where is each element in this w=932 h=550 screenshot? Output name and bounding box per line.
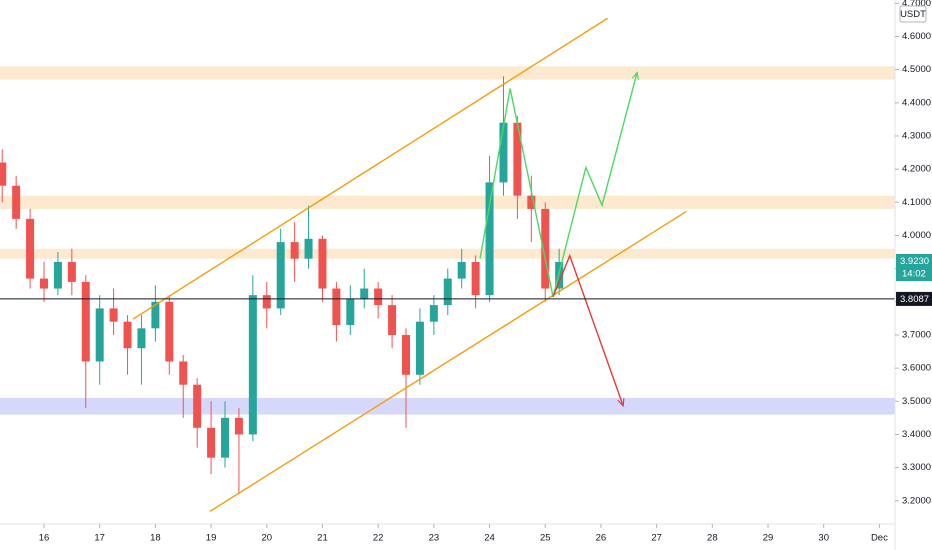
zone <box>0 248 895 259</box>
y-tick-label: 4.2000 <box>902 164 931 175</box>
axes: 3.2000 3.3000 3.4000 3.5000 3.6000 3.7000 3.80… <box>39 0 932 544</box>
candle-body <box>346 298 355 326</box>
candle-body <box>109 308 118 322</box>
zone <box>0 195 895 209</box>
y-tick-label: 4.1000 <box>902 197 931 208</box>
candle-body <box>318 238 327 289</box>
candle-body <box>123 321 132 349</box>
price-line-box <box>896 291 932 306</box>
y-tick-label: 3.6000 <box>902 363 931 374</box>
x-tick-label: 23 <box>429 533 440 544</box>
candle-body <box>290 242 299 259</box>
x-tick-label: 25 <box>540 533 551 544</box>
candle-body <box>415 321 424 375</box>
candle-body <box>234 417 243 435</box>
x-tick-label: 17 <box>94 533 105 544</box>
candle-body <box>207 427 216 458</box>
x-tick-label: 24 <box>484 533 495 544</box>
candle-body <box>374 288 383 306</box>
y-tick-label: 3.2000 <box>902 495 931 506</box>
candle-body <box>429 305 438 322</box>
zone <box>0 66 895 80</box>
last-price-box <box>896 254 932 282</box>
candle-body <box>527 195 536 209</box>
candle-body <box>541 208 550 289</box>
last-price-label: 3.9230 <box>900 256 929 267</box>
candle-body <box>95 308 104 362</box>
candle-body <box>499 122 508 183</box>
candle-body <box>457 262 466 279</box>
candle-body <box>165 301 174 362</box>
candle-body <box>81 281 90 362</box>
candle-body <box>0 162 7 186</box>
drawings <box>0 17 895 512</box>
x-tick-label: 16 <box>39 533 50 544</box>
candle-body <box>12 185 21 219</box>
x-tick-label: 27 <box>651 533 662 544</box>
countdown-label: 14:02 <box>902 269 926 280</box>
candle-body <box>53 262 62 289</box>
trend-line <box>209 210 687 512</box>
candle-body <box>402 334 411 375</box>
y-tick-label: 4.6000 <box>902 31 931 42</box>
candle-body <box>388 305 397 335</box>
candles <box>0 76 564 495</box>
candle-body <box>262 295 271 309</box>
x-tick-label: 19 <box>206 533 217 544</box>
x-tick-label: 20 <box>261 533 272 544</box>
candle-body <box>67 262 76 282</box>
candle-body <box>485 182 494 296</box>
candle-body <box>513 122 522 196</box>
candle-body <box>39 278 48 289</box>
y-tick-label: 4.7000 <box>902 0 931 9</box>
candle-body <box>221 417 230 458</box>
y-tick-label: 3.4000 <box>902 429 931 440</box>
y-tick-label: 4.3000 <box>902 130 931 141</box>
x-tick-label: 28 <box>707 533 718 544</box>
y-tick-label: 4.4000 <box>902 97 931 108</box>
candle-body <box>179 361 188 385</box>
candle-body <box>151 301 160 329</box>
y-tick-label: 3.5000 <box>902 396 931 407</box>
candle-body <box>137 328 146 349</box>
y-tick-label: 3.7000 <box>902 329 931 340</box>
x-tick-label: Dec <box>871 533 888 544</box>
candle-body <box>304 238 313 259</box>
x-tick-label: 29 <box>763 533 774 544</box>
candle-body <box>26 218 35 279</box>
y-tick-label: 4.5000 <box>902 64 931 75</box>
candle-body <box>360 288 369 299</box>
unit-box <box>899 5 927 23</box>
y-tick-label: 4.0000 <box>902 230 931 241</box>
candle-body <box>193 384 202 428</box>
y-tick-label: 3.3000 <box>902 462 931 473</box>
x-tick-label: 22 <box>373 533 384 544</box>
x-tick-label: 18 <box>150 533 161 544</box>
price-line-label: 3.8087 <box>900 294 929 305</box>
trend-line <box>479 72 637 297</box>
zones <box>0 66 895 415</box>
candle-body <box>471 262 480 296</box>
candle-body <box>276 242 285 309</box>
candle-body <box>443 278 452 306</box>
candle-body <box>332 288 341 326</box>
x-tick-label: 21 <box>317 533 328 544</box>
unit-label: USDT <box>900 9 926 20</box>
trend-line <box>132 17 608 320</box>
x-tick-label: 30 <box>818 533 829 544</box>
zone <box>0 397 895 415</box>
x-tick-label: 26 <box>596 533 607 544</box>
candle-body <box>248 295 257 435</box>
trend-line <box>552 253 623 406</box>
